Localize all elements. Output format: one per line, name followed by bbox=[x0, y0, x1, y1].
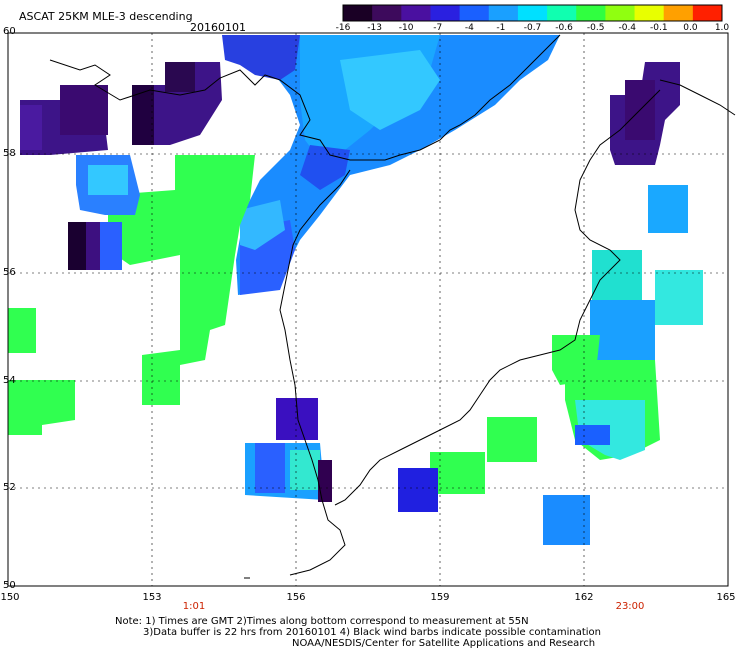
lon-label-153: 153 bbox=[142, 592, 162, 603]
colorbar-segment bbox=[430, 5, 461, 21]
footer-note-line2: 3)Data buffer is 22 hrs from 20160101 4)… bbox=[143, 627, 601, 638]
colorbar-segment bbox=[401, 5, 431, 21]
product-title: ASCAT 25KM MLE-3 descending bbox=[19, 10, 193, 23]
colorbar-tick-label: -0.7 bbox=[523, 23, 542, 33]
colorbar-segment bbox=[372, 5, 402, 21]
lat-label-54: 54 bbox=[3, 375, 16, 386]
colorbar-segment bbox=[517, 5, 548, 21]
swath-okhotsk-north bbox=[222, 35, 560, 295]
coastlines bbox=[49, 34, 736, 579]
swath-west-blue bbox=[68, 155, 140, 270]
lat-label-56: 56 bbox=[3, 267, 16, 278]
colorbar-segment bbox=[663, 5, 694, 21]
colorbar-segment bbox=[576, 5, 606, 21]
colorbar-tick-label: -0.1 bbox=[650, 23, 668, 33]
lat-label-60: 60 bbox=[3, 26, 16, 37]
swath-kamchatka bbox=[552, 62, 703, 460]
colorbar-tick-label: -0.5 bbox=[586, 23, 605, 33]
colorbar-segment bbox=[605, 5, 636, 21]
colorbar-tick-label: -0.4 bbox=[618, 23, 637, 33]
swath-south bbox=[245, 398, 590, 545]
coastline-okhotsk bbox=[49, 34, 561, 161]
lon-label-162: 162 bbox=[574, 592, 594, 603]
colorbar-segment bbox=[634, 5, 665, 21]
wind-swaths bbox=[8, 35, 703, 545]
lat-label-52: 52 bbox=[3, 482, 16, 493]
swath-purple-nw bbox=[20, 62, 222, 155]
time-label-end: 23:00 bbox=[615, 601, 645, 612]
lon-label-159: 159 bbox=[430, 592, 450, 603]
lat-label-58: 58 bbox=[3, 148, 16, 159]
colorbar-outline bbox=[342, 4, 723, 22]
lon-label-165: 165 bbox=[716, 592, 736, 603]
colorbar-tick-label: -7 bbox=[433, 23, 443, 33]
colorbar-tick-label: 0.0 bbox=[683, 23, 698, 33]
coastline-east-okhotsk bbox=[279, 169, 351, 576]
coastline-kamchatka-west bbox=[334, 89, 661, 506]
coastline-kamchatka-east bbox=[659, 79, 736, 116]
colorbar-segment bbox=[692, 5, 723, 21]
lon-label-156: 156 bbox=[286, 592, 306, 603]
footer-note-line1: Note: 1) Times are GMT 2)Times along bot… bbox=[115, 616, 529, 627]
colorbar-tick-label: -1 bbox=[496, 23, 506, 33]
map-frame bbox=[7, 32, 729, 587]
colorbar-tick-label: -4 bbox=[464, 23, 474, 33]
colorbar bbox=[342, 4, 723, 22]
colorbar-tick-label: 1.0 bbox=[714, 23, 730, 33]
colorbar-segment bbox=[343, 5, 373, 21]
product-date: 20160101 bbox=[190, 21, 246, 34]
colorbar-segment bbox=[488, 5, 519, 21]
colorbar-tick-label: -0.6 bbox=[555, 23, 573, 33]
colorbar-segment bbox=[547, 5, 577, 21]
colorbar-tick-label: -16 bbox=[335, 23, 351, 33]
footer-note-line3: NOAA/NESDIS/Center for Satellite Applica… bbox=[292, 638, 596, 649]
lat-label-50: 50 bbox=[3, 580, 16, 591]
colorbar-segment bbox=[459, 5, 490, 21]
lon-label-150: 150 bbox=[0, 592, 20, 603]
colorbar-tick-label: -10 bbox=[398, 23, 414, 33]
lat-lon-grid bbox=[8, 33, 728, 586]
time-label-start: 1:01 bbox=[182, 601, 206, 612]
colorbar-tick-label: -13 bbox=[367, 23, 382, 33]
